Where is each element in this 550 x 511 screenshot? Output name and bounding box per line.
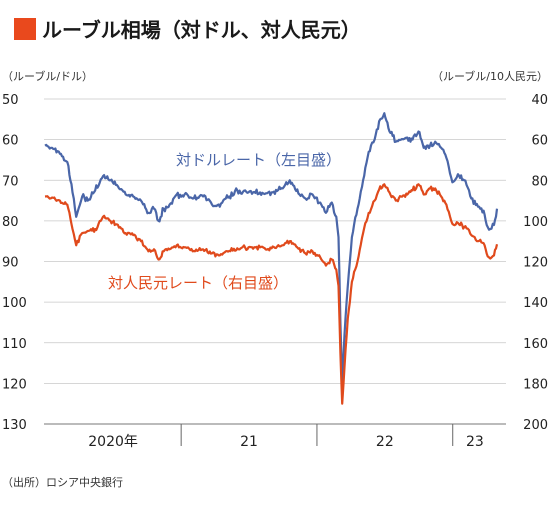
left-tick-label: 50 (2, 93, 19, 108)
left-axis-ticks: 50 60 70 80 90 100 110 120 130 (2, 93, 27, 433)
chart-title: ルーブル相場（対ドル、対人民元） (42, 18, 361, 42)
left-tick-label: 130 (2, 418, 27, 433)
cny-rate-line (44, 183, 499, 405)
x-axis: 2020年 21 22 23 (88, 424, 484, 450)
left-tick-label: 120 (2, 377, 27, 392)
x-tick-label: 23 (466, 434, 484, 450)
right-axis-label: （ルーブル/10人民元） (432, 69, 548, 83)
left-tick-label: 100 (2, 296, 27, 311)
right-tick-label: 80 (531, 174, 548, 189)
cny-series-label: 対人民元レート（右目盛） (108, 274, 288, 292)
gridlines (44, 98, 506, 425)
left-tick-label: 110 (2, 337, 27, 352)
series-lines (44, 112, 499, 405)
right-tick-label: 140 (523, 296, 548, 311)
left-tick-label: 90 (2, 256, 19, 271)
usd-series-label: 対ドルレート（左目盛） (176, 151, 341, 169)
source-note: （出所）ロシア中央銀行 (2, 475, 123, 489)
right-tick-label: 100 (523, 215, 548, 230)
title-accent-square (14, 18, 36, 40)
left-tick-label: 70 (2, 174, 19, 189)
left-axis-label: （ルーブル/ドル） (2, 69, 93, 83)
right-tick-label: 60 (531, 134, 548, 149)
right-tick-label: 200 (523, 418, 548, 433)
left-tick-label: 80 (2, 215, 19, 230)
right-tick-label: 40 (531, 93, 548, 108)
x-tick-label: 21 (240, 434, 258, 450)
right-axis-ticks: 40 60 80 100 120 140 160 180 200 (523, 93, 548, 433)
usd-rate-line (44, 112, 499, 385)
x-tick-label: 22 (376, 434, 394, 450)
x-tick-label: 2020年 (88, 434, 138, 450)
right-tick-label: 120 (523, 256, 548, 271)
right-tick-label: 160 (523, 337, 548, 352)
right-tick-label: 180 (523, 377, 548, 392)
left-tick-label: 60 (2, 134, 19, 149)
